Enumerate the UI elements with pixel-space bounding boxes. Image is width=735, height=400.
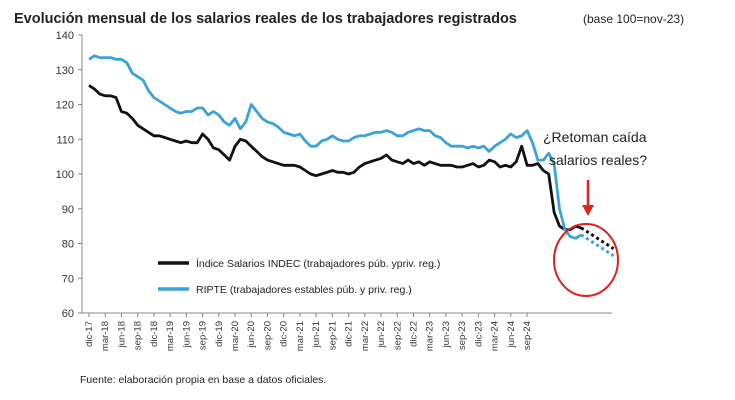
y-tick-label: 140 — [56, 30, 74, 42]
series-line-ripte — [88, 54, 582, 240]
x-tick-label: sep-22 — [392, 321, 403, 350]
y-tick-label: 90 — [62, 204, 74, 216]
x-tick-label: sep-24 — [522, 321, 533, 350]
x-tick-label: jun-23 — [441, 321, 452, 348]
x-tick-label: mar-24 — [490, 321, 501, 351]
annotation-arrow-head — [582, 205, 594, 216]
x-tick-label: dic-21 — [344, 321, 355, 347]
highlight-circle — [553, 223, 619, 297]
legend: Índice Salarios INDEC (trabajadores púb.… — [158, 257, 440, 296]
x-tick-label: dic-20 — [279, 321, 290, 347]
x-tick-label: dic-23 — [473, 321, 484, 347]
y-tick-label: 70 — [62, 273, 74, 285]
x-tick-label: jun-19 — [181, 321, 192, 348]
x-tick-label: dic-19 — [214, 321, 225, 347]
y-tick-label: 130 — [56, 65, 74, 77]
chart-title: Evolución mensual de los salarios reales… — [14, 11, 517, 27]
x-tick-label: sep-21 — [327, 321, 338, 350]
y-axis: 60 70 80 90 100 110 120 130 140 — [56, 30, 83, 320]
x-tick-label: mar-18 — [100, 321, 111, 351]
x-tick-label: jun-18 — [116, 321, 127, 348]
x-tick-label: mar-22 — [360, 321, 371, 351]
series-layer — [88, 54, 582, 240]
legend-label-ripte: RIPTE (trabajadores estables púb. y priv… — [196, 284, 412, 296]
y-tick-label: 80 — [62, 239, 74, 251]
projection-line-indec — [580, 226, 615, 250]
x-tick-label: jun-24 — [506, 321, 517, 348]
projection-line-ripte — [580, 233, 615, 257]
x-tick-label: sep-18 — [133, 321, 144, 350]
x-tick-label: jun-20 — [246, 321, 257, 348]
x-tick-label: mar-23 — [425, 321, 436, 351]
x-tick-label: mar-20 — [230, 321, 241, 351]
series-line-indec — [88, 84, 582, 232]
x-tick-label: jun-21 — [311, 321, 322, 348]
x-tick-label: jun-22 — [376, 321, 387, 348]
legend-label-indec: Índice Salarios INDEC (trabajadores púb.… — [196, 257, 440, 270]
y-tick-label: 110 — [56, 134, 74, 146]
annotation: ¿Retoman caída salarios reales? — [543, 129, 647, 297]
y-tick-label: 60 — [62, 308, 74, 320]
x-tick-label: dic-22 — [408, 321, 419, 347]
x-tick-label: sep-23 — [457, 321, 468, 350]
annotation-line-1: ¿Retoman caída — [543, 129, 647, 145]
x-tick-label: sep-19 — [198, 321, 209, 350]
x-tick-label: mar-21 — [295, 321, 306, 351]
x-tick-label: mar-19 — [165, 321, 176, 351]
projection-layer — [580, 226, 615, 257]
source-note: Fuente: elaboración propia en base a dat… — [80, 374, 326, 386]
y-tick-label: 120 — [56, 100, 74, 112]
x-tick-label: sep-20 — [262, 321, 273, 350]
chart-subtitle: (base 100=nov-23) — [583, 12, 684, 26]
x-tick-label: dic-18 — [149, 321, 160, 347]
x-tick-label: dic-17 — [84, 321, 95, 347]
y-tick-label: 100 — [56, 169, 74, 181]
x-axis: dic-17 mar-18 jun-18 sep-18 dic-18 mar-19 jun-… — [82, 312, 612, 351]
annotation-line-2: salarios reales? — [549, 152, 647, 168]
